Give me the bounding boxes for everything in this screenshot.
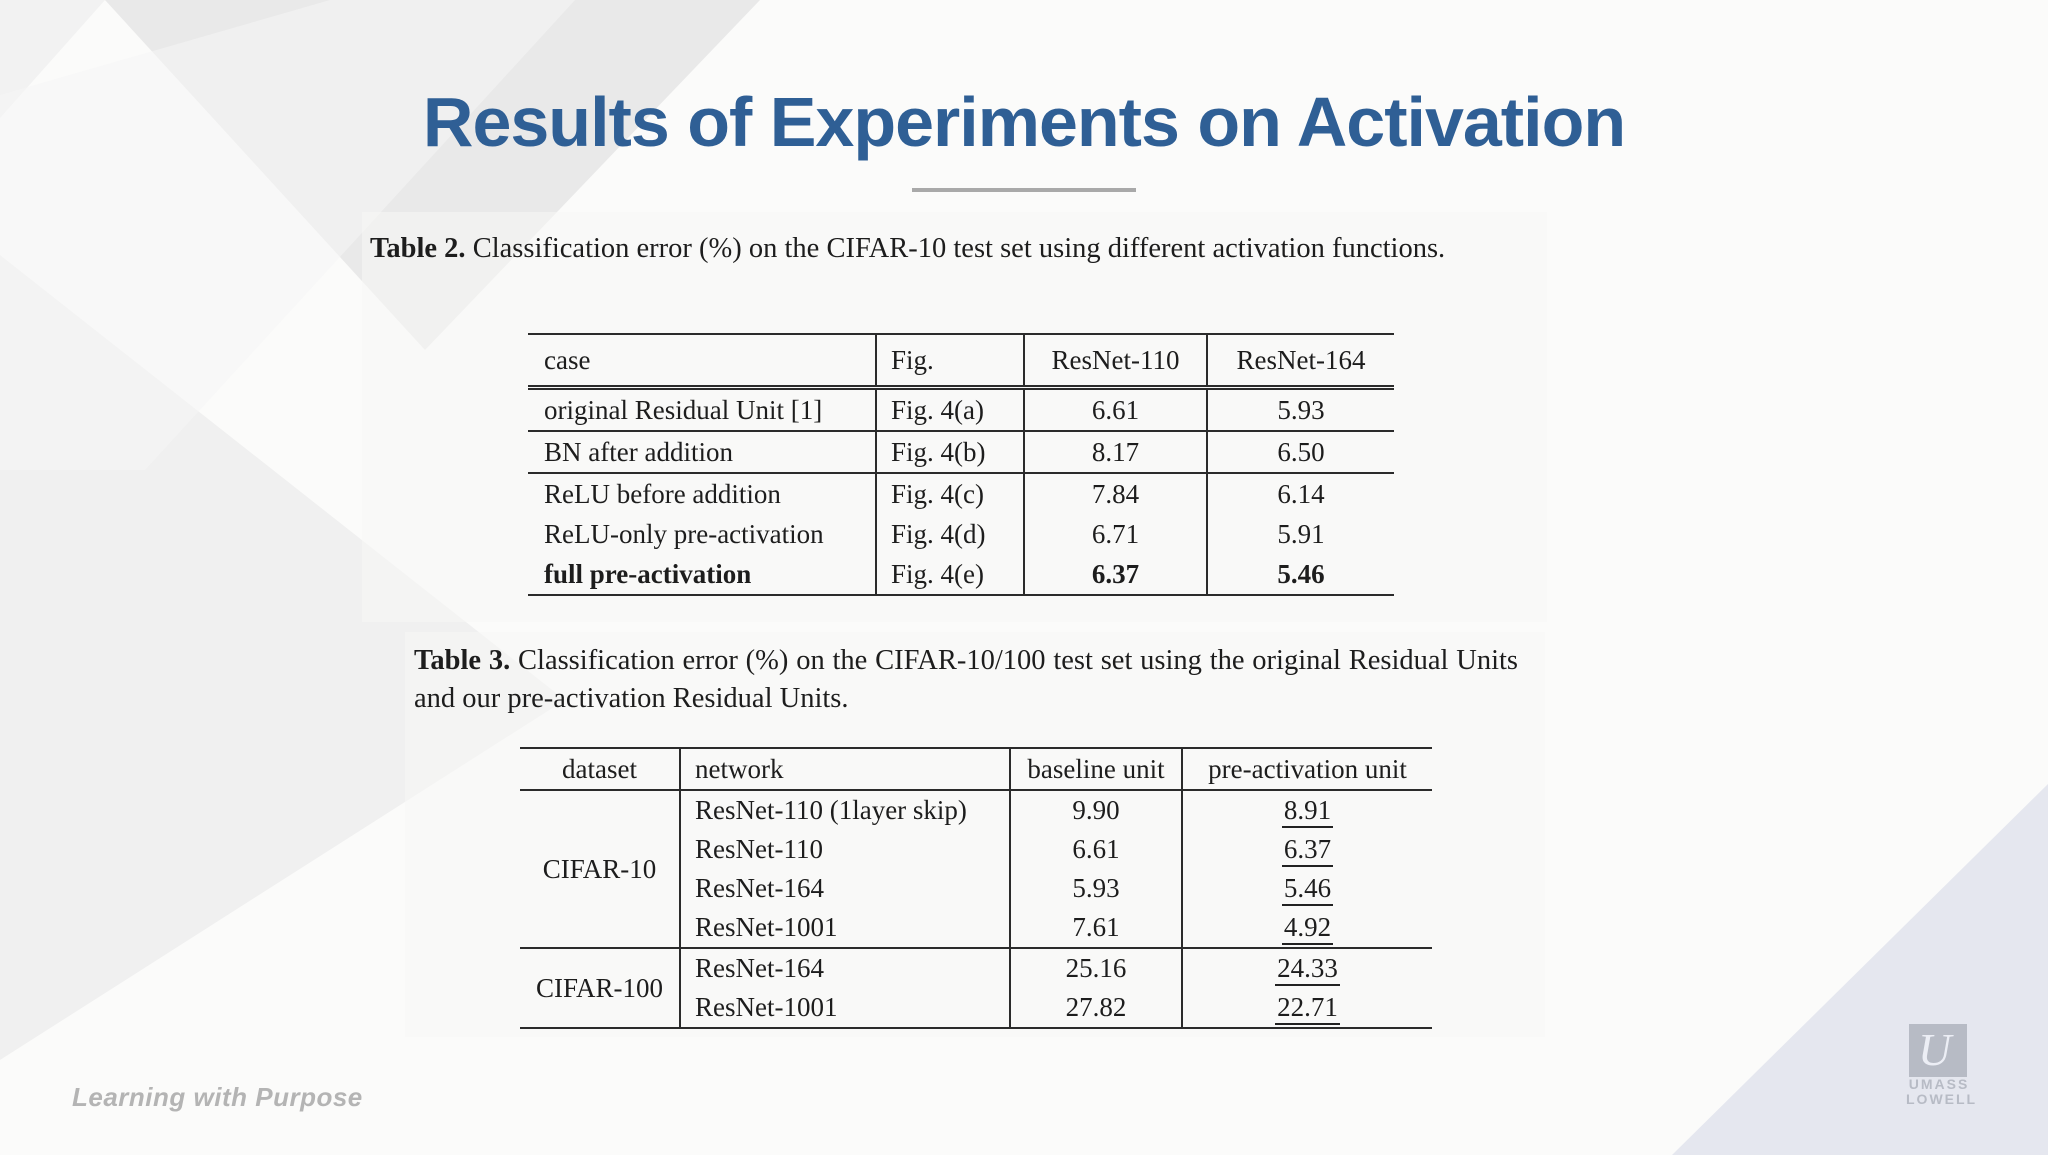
underlined-value: 5.46 [1281,873,1334,906]
column-header-preact: pre-activation unit [1181,748,1432,791]
footer-motto: Learning with Purpose [72,1082,363,1112]
table-row: BN after addition Fig. 4(b) 8.17 6.50 [528,431,1394,474]
deco-band-left [0,0,575,470]
cell-dataset: CIFAR-100 [535,972,663,1003]
table-row: ReLU-only pre-activation Fig. 4(d) 6.71 … [528,514,1394,554]
cell-r110: 8.17 [1023,431,1207,474]
title-divider [912,188,1136,192]
underlined-value: 24.33 [1275,953,1340,986]
column-header-baseline: baseline unit [1009,748,1182,791]
cell-baseline: 7.61 [1009,908,1182,949]
table3-caption-text: Classification error (%) on the CIFAR-10… [414,645,1519,714]
table-row: original Residual Unit [1] Fig. 4(a) 6.6… [528,387,1394,432]
cell-network: ResNet-1001 [679,988,1010,1028]
logo-square-icon: U [1909,1024,1967,1077]
table3-header-row: dataset network baseline unit pre-activa… [520,748,1432,791]
cell-case: ReLU-only pre-activation [544,518,824,549]
table-row: ResNet-1001 27.82 22.71 [520,988,1432,1028]
table-row: ReLU before addition Fig. 4(c) 7.84 6.14 [528,473,1394,514]
table2-caption-text: Classification error (%) on the CIFAR-10… [465,233,1446,264]
table-row: CIFAR-10 ResNet-110 (1layer skip) 9.90 8… [520,790,1432,949]
cell-fig: Fig. 4(e) [875,554,1024,595]
cell-baseline: 27.82 [1009,988,1182,1028]
table2-classification-error: case Fig. ResNet-110 ResNet-164 original… [528,333,1394,596]
cell-network: ResNet-110 (1layer skip) [679,790,1010,830]
column-header-case: case [528,334,876,390]
corner-triangle-bottomright [1672,784,2048,1155]
cell-r164: 6.14 [1206,473,1394,514]
cell-preact: 4.92 [1181,908,1432,949]
cell-fig: Fig. 4(a) [875,387,1024,432]
table2-header-row: case Fig. ResNet-110 ResNet-164 [528,334,1394,390]
table-row: ResNet-110 6.61 6.37 [520,830,1432,869]
table3-caption-label: Table 3. [414,645,511,676]
cell-dataset: CIFAR-10 [520,790,680,949]
underlined-value: 8.91 [1281,795,1334,828]
cell-network: ResNet-164 [679,869,1010,908]
cell-preact: 22.71 [1181,988,1432,1028]
cell-case: full pre-activation [544,558,752,589]
cell-fig: Fig. 4(d) [875,514,1024,554]
cell-r110: 6.37 [1023,554,1207,595]
cell-r110: 6.71 [1023,514,1207,554]
cell-preact: 24.33 [1181,948,1432,988]
page-title: Results of Experiments on Activation [422,83,1626,161]
column-header-fig: Fig. [875,334,1024,390]
cell-preact: 5.46 [1181,869,1432,908]
cell-r164: 5.93 [1206,387,1394,432]
table2-caption: Table 2. Classification error (%) on the… [370,230,1542,268]
cell-fig: Fig. 4(c) [875,473,1024,514]
cell-preact: 8.91 [1181,790,1432,830]
table-row-best: full pre-activation Fig. 4(e) 6.37 5.46 [528,554,1394,595]
logo-text-umass: UMASS [1908,1076,1970,1092]
logo-text-lowell: LOWELL [1906,1091,1978,1107]
table-row: CIFAR-100 ResNet-164 25.16 24.33 [520,948,1432,1003]
cell-fig: Fig. 4(b) [875,431,1024,474]
cell-baseline: 5.93 [1009,869,1182,908]
cell-r164: 5.91 [1206,514,1394,554]
table3-cifar-results: dataset network baseline unit pre-activa… [520,747,1432,1029]
table2-caption-label: Table 2. [370,233,466,264]
cell-r164: 5.46 [1206,554,1394,595]
umass-monogram-icon: U [1918,1024,1952,1075]
column-header-resnet164: ResNet-164 [1206,334,1394,390]
column-header-network: network [679,748,1010,791]
cell-case: BN after addition [528,431,876,474]
cell-baseline: 25.16 [1009,948,1182,988]
cell-network: ResNet-1001 [679,908,1010,949]
cell-r110: 7.84 [1023,473,1207,514]
cell-network: ResNet-110 [679,830,1010,869]
cell-baseline: 6.61 [1009,830,1182,869]
column-header-dataset: dataset [520,748,680,791]
umass-lowell-logo: U UMASS LOWELL [1906,1024,1978,1107]
underlined-value: 4.92 [1281,912,1334,945]
underlined-value: 6.37 [1281,834,1334,867]
cell-case: original Residual Unit [1] [528,387,876,432]
cell-baseline: 9.90 [1009,790,1182,830]
cell-preact: 6.37 [1181,830,1432,869]
table3-caption: Table 3. Classification error (%) on the… [414,642,1518,718]
column-header-resnet110: ResNet-110 [1023,334,1207,390]
underlined-value: 22.71 [1275,992,1340,1025]
table-row: ResNet-1001 7.61 4.92 [520,908,1432,949]
cell-r164: 6.50 [1206,431,1394,474]
cell-r110: 6.61 [1023,387,1207,432]
cell-network: ResNet-164 [679,948,1010,988]
cell-case: ReLU before addition [544,478,781,509]
table-row: ResNet-164 5.93 5.46 [520,869,1432,908]
